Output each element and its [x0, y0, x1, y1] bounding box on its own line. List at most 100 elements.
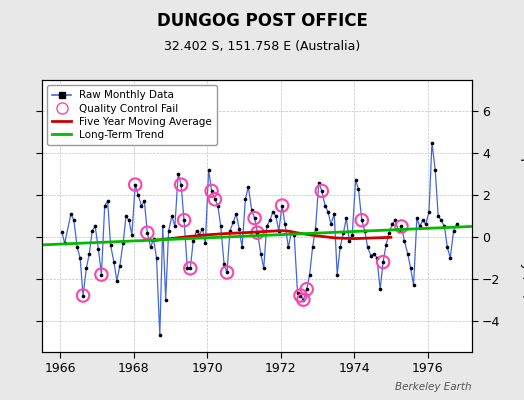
Point	[168, 213, 176, 219]
Point	[110, 259, 118, 265]
Point	[271, 213, 280, 219]
Text: DUNGOG POST OFFICE: DUNGOG POST OFFICE	[157, 12, 367, 30]
Point	[370, 250, 378, 257]
Point	[361, 228, 369, 234]
Point	[450, 228, 458, 234]
Point	[229, 219, 237, 226]
Point	[296, 292, 304, 299]
Point	[263, 223, 271, 230]
Point	[364, 244, 372, 250]
Point	[171, 223, 179, 230]
Point	[128, 232, 136, 238]
Point	[137, 202, 146, 209]
Point	[161, 296, 170, 303]
Point	[440, 223, 449, 230]
Point	[113, 278, 121, 284]
Point	[437, 217, 445, 223]
Point	[434, 213, 442, 219]
Point	[58, 228, 66, 235]
Point	[159, 223, 167, 230]
Point	[198, 225, 206, 232]
Point	[97, 271, 106, 278]
Point	[314, 179, 323, 186]
Point	[407, 265, 415, 272]
Point	[416, 223, 424, 230]
Point	[309, 244, 317, 250]
Point	[134, 192, 143, 198]
Point	[324, 209, 332, 215]
Point	[140, 198, 149, 204]
Point	[192, 228, 201, 234]
Point	[226, 228, 234, 234]
Point	[103, 198, 112, 204]
Point	[382, 242, 390, 248]
Point	[299, 296, 308, 303]
Point	[348, 232, 356, 238]
Point	[397, 223, 406, 230]
Point	[165, 228, 173, 234]
Point	[177, 182, 185, 188]
Point	[336, 244, 344, 250]
Point	[70, 217, 78, 223]
Point	[397, 223, 406, 230]
Point	[400, 238, 409, 244]
Point	[327, 221, 335, 228]
Point	[76, 255, 84, 261]
Point	[94, 246, 103, 253]
Point	[373, 255, 381, 261]
Point	[253, 230, 261, 236]
Point	[235, 225, 243, 232]
Point	[152, 255, 161, 261]
Point	[266, 217, 274, 223]
Point	[425, 209, 433, 215]
Y-axis label: Temperature Anomaly (°C): Temperature Anomaly (°C)	[520, 132, 524, 300]
Point	[395, 228, 403, 234]
Point	[367, 252, 375, 259]
Point	[186, 265, 194, 272]
Point	[195, 232, 204, 238]
Point	[201, 240, 210, 246]
Point	[73, 244, 81, 250]
Point	[220, 261, 228, 267]
Point	[241, 196, 249, 202]
Point	[339, 230, 347, 236]
Point	[357, 217, 366, 223]
Point	[106, 242, 115, 248]
Point	[299, 296, 308, 303]
Point	[223, 269, 231, 276]
Point	[421, 221, 430, 228]
Point	[149, 236, 158, 242]
Legend: Raw Monthly Data, Quality Control Fail, Five Year Moving Average, Long-Term Tren: Raw Monthly Data, Quality Control Fail, …	[47, 85, 217, 145]
Point	[318, 188, 326, 194]
Point	[253, 230, 261, 236]
Point	[143, 230, 151, 236]
Point	[79, 292, 87, 299]
Point	[333, 271, 341, 278]
Point	[296, 292, 304, 299]
Point	[379, 259, 387, 265]
Point	[67, 211, 75, 217]
Point	[186, 265, 194, 272]
Point	[208, 188, 216, 194]
Point	[345, 238, 354, 244]
Point	[122, 213, 130, 219]
Point	[189, 238, 198, 244]
Point	[131, 182, 139, 188]
Text: Berkeley Earth: Berkeley Earth	[395, 382, 472, 392]
Point	[60, 240, 69, 246]
Point	[290, 232, 298, 238]
Point	[376, 286, 384, 292]
Point	[278, 202, 286, 209]
Point	[443, 244, 452, 250]
Point	[269, 209, 277, 215]
Point	[431, 167, 440, 173]
Point	[413, 215, 421, 221]
Point	[85, 250, 93, 257]
Point	[352, 177, 360, 184]
Text: 32.402 S, 151.758 E (Australia): 32.402 S, 151.758 E (Australia)	[164, 40, 360, 53]
Point	[247, 206, 256, 213]
Point	[232, 211, 241, 217]
Point	[214, 202, 222, 209]
Point	[238, 244, 246, 250]
Point	[88, 228, 96, 234]
